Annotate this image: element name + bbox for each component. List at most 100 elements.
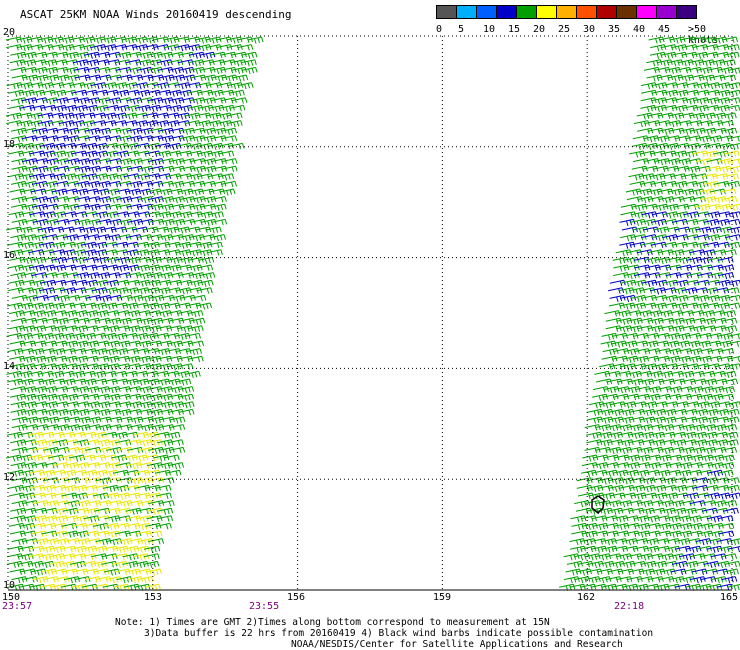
wind-barb <box>42 180 59 189</box>
wind-barb <box>32 416 49 424</box>
wind-barb <box>30 256 47 265</box>
wind-barb <box>707 462 724 470</box>
wind-barb <box>723 51 740 59</box>
wind-barb <box>102 279 120 287</box>
wind-barb <box>586 408 604 417</box>
wind-barb <box>646 310 663 318</box>
wind-barb <box>630 294 647 303</box>
wind-barb <box>72 59 89 67</box>
wind-barb <box>81 150 98 158</box>
wind-barb <box>73 97 90 105</box>
wind-barb <box>73 439 90 447</box>
wind-barb <box>727 67 740 75</box>
wind-barb <box>116 135 133 143</box>
wind-barb <box>200 135 217 143</box>
wind-barb <box>145 188 163 196</box>
wind-barb <box>613 264 630 272</box>
wind-barb <box>720 112 737 120</box>
wind-barb <box>177 188 194 196</box>
wind-barb <box>38 553 55 561</box>
wind-barb <box>84 180 101 189</box>
wind-barb <box>169 446 186 454</box>
wind-barb <box>650 44 667 52</box>
wind-barb <box>691 439 708 447</box>
wind-barb <box>79 120 96 128</box>
wind-barb <box>712 439 729 447</box>
wind-barb <box>692 241 709 249</box>
wind-barb <box>135 340 152 348</box>
wind-barb <box>62 234 79 242</box>
wind-barb <box>40 310 57 318</box>
wind-barb <box>10 97 27 105</box>
wind-barb <box>699 446 717 455</box>
wind-barb <box>166 363 183 371</box>
wind-barb <box>645 386 662 394</box>
wind-barb <box>177 325 194 333</box>
wind-barb <box>168 180 185 189</box>
wind-barb <box>8 173 25 181</box>
wind-barb <box>31 127 48 135</box>
wind-barb <box>678 553 696 561</box>
wind-barb <box>637 378 655 386</box>
wind-barb <box>628 173 645 181</box>
wind-barb <box>668 112 685 120</box>
wind-barb <box>687 454 704 462</box>
wind-barb <box>672 294 689 303</box>
wind-barb <box>167 386 184 394</box>
wind-barb <box>188 272 205 280</box>
wind-barb <box>116 196 133 204</box>
wind-barb <box>126 97 143 105</box>
wind-barb <box>184 332 201 340</box>
wind-barb <box>80 378 97 386</box>
wind-barb <box>197 150 214 158</box>
wind-barb <box>11 500 28 508</box>
wind-barb <box>134 173 151 181</box>
wind-barb <box>716 158 734 166</box>
wind-barb <box>147 317 164 325</box>
wind-barb <box>725 211 740 219</box>
wind-barb <box>651 82 668 90</box>
wind-barb <box>710 576 727 584</box>
wind-barb <box>158 135 175 143</box>
wind-barb <box>27 431 44 439</box>
wind-barb <box>71 104 88 113</box>
wind-barb <box>147 97 164 105</box>
lat-label-18: 18 <box>3 139 16 150</box>
wind-barb <box>135 515 153 523</box>
wind-barb <box>168 196 185 204</box>
wind-barb <box>10 439 27 447</box>
wind-barbs <box>5 36 740 591</box>
wind-barb <box>221 135 238 142</box>
wind-barb <box>113 104 130 113</box>
wind-barb <box>102 150 119 158</box>
wind-barb <box>617 439 634 447</box>
wind-barb <box>718 454 735 462</box>
wind-barb <box>31 386 48 394</box>
wind-barb <box>608 477 625 485</box>
wind-barb <box>607 507 624 515</box>
wind-barb <box>146 462 164 470</box>
wind-barb <box>199 97 216 105</box>
wind-barb <box>194 36 211 44</box>
wind-barb <box>30 515 48 523</box>
wind-barb <box>643 135 660 143</box>
wind-barb <box>142 120 159 128</box>
wind-barb <box>688 188 705 196</box>
wind-barb <box>146 393 163 401</box>
wind-barb <box>84 97 101 105</box>
wind-barb <box>724 82 740 90</box>
wind-barb <box>71 173 88 181</box>
wind-barb <box>10 401 27 409</box>
wind-barb <box>661 89 679 97</box>
wind-barb <box>619 218 636 227</box>
wind-barb <box>620 401 637 409</box>
contaminated-barb <box>591 495 605 515</box>
wind-barb <box>11 218 28 227</box>
wind-barb <box>671 104 688 113</box>
wind-barb <box>718 462 735 470</box>
wind-barb <box>134 522 151 531</box>
wind-barb <box>716 332 733 341</box>
wind-barb <box>679 576 696 584</box>
wind-barb <box>157 462 174 470</box>
